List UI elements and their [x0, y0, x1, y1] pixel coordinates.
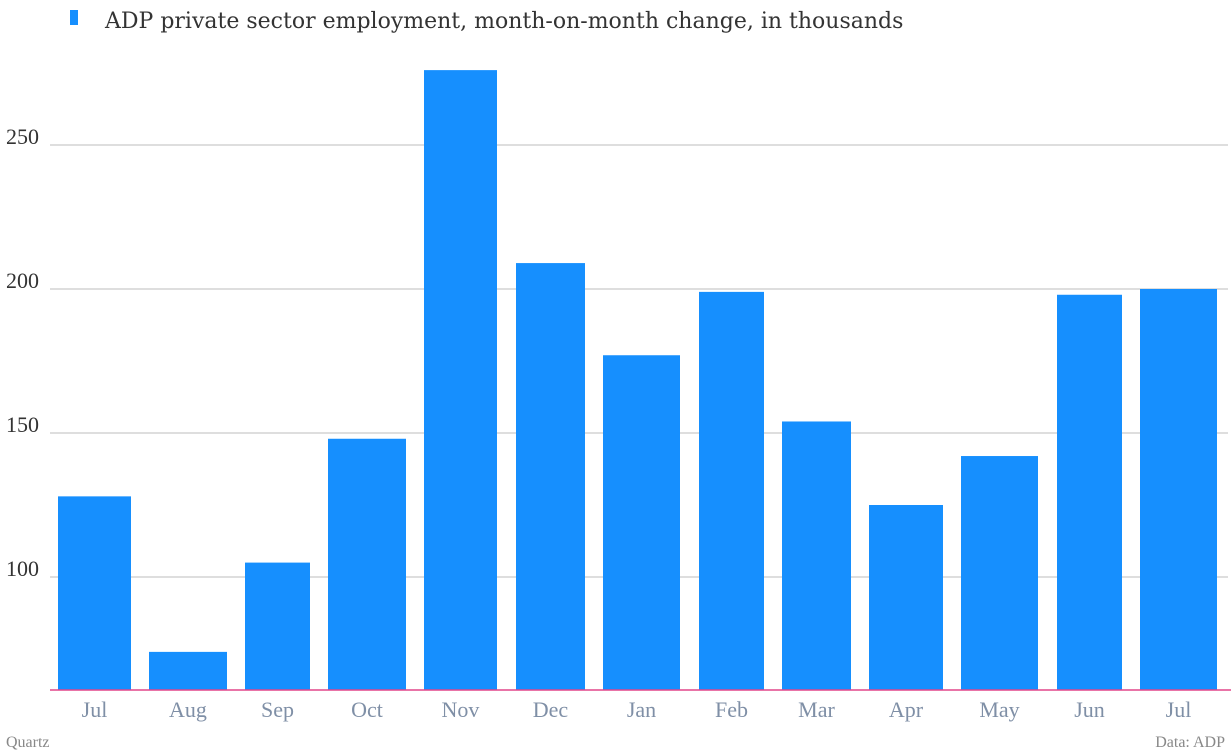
- x-tick-label-1: Jul: [82, 697, 108, 722]
- x-tick-label-6: Dec: [533, 697, 569, 722]
- bar-3-sep: [245, 562, 310, 690]
- y-tick-label-100: 100: [6, 556, 39, 581]
- legend-marker: [70, 10, 78, 25]
- x-tick-label-13: Jul: [1166, 697, 1192, 722]
- bar-6-dec: [516, 263, 585, 690]
- y-tick-label-150: 150: [6, 412, 39, 437]
- x-tick-label-11: May: [979, 697, 1019, 722]
- bar-10-apr: [869, 505, 943, 690]
- bar-2-aug: [149, 651, 227, 690]
- y-tick-label-250: 250: [6, 124, 39, 149]
- bar-7-jan: [603, 355, 680, 690]
- x-tick-label-4: Oct: [351, 697, 383, 722]
- bar-13-jul: [1140, 289, 1217, 690]
- y-tick-label-200: 200: [6, 268, 39, 293]
- bar-8-feb: [699, 291, 764, 690]
- bar-9-mar: [782, 421, 851, 690]
- bar-12-jun: [1057, 294, 1122, 690]
- footer-source: Data: ADP: [1155, 734, 1225, 751]
- x-tick-label-8: Feb: [715, 697, 748, 722]
- x-tick-label-7: Jan: [627, 697, 656, 722]
- legend: ADP private sector employment, month-on-…: [70, 9, 903, 34]
- bar-1-jul: [58, 496, 131, 690]
- x-tick-label-5: Nov: [442, 697, 480, 722]
- bar-11-may: [961, 456, 1038, 690]
- legend-label: ADP private sector employment, month-on-…: [104, 9, 903, 34]
- bar-5-nov: [424, 70, 497, 691]
- x-axis-ticks: Jul Aug Sep Oct Nov Dec Jan Feb Mar Apr May Jun Jul: [82, 697, 1192, 722]
- bar-4-oct: [328, 438, 406, 690]
- x-tick-label-9: Mar: [798, 697, 835, 722]
- y-axis-ticks: 100 150 200 250: [6, 124, 39, 581]
- x-tick-label-12: Jun: [1074, 697, 1105, 722]
- x-tick-label-3: Sep: [261, 697, 294, 722]
- x-tick-label-10: Apr: [889, 697, 924, 722]
- x-tick-label-2: Aug: [169, 697, 207, 722]
- footer-credit: Quartz: [6, 734, 50, 751]
- bars: [58, 70, 1217, 691]
